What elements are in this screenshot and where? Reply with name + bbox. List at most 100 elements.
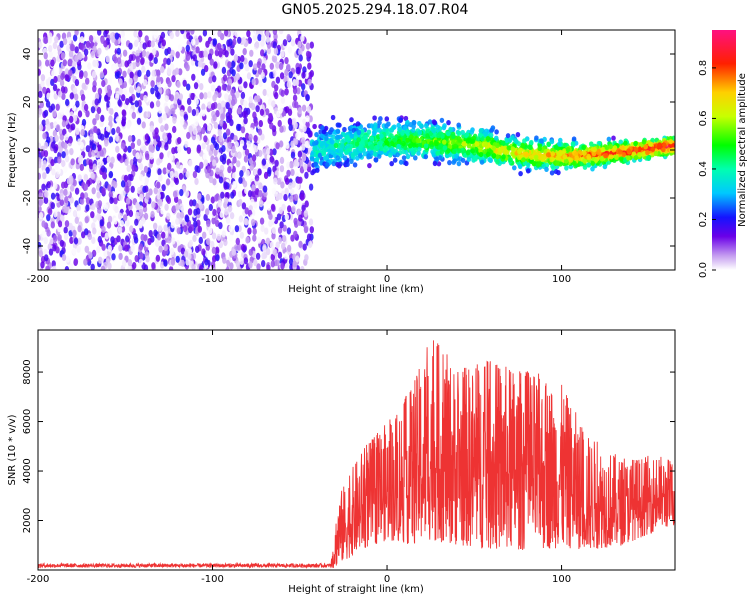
- heatmap-cell: [49, 121, 54, 130]
- heatmap-cell: [253, 145, 259, 153]
- heatmap-cell: [465, 138, 471, 144]
- heatmap-cell: [204, 250, 210, 258]
- heatmap-cell: [402, 125, 408, 131]
- heatmap-cell: [288, 123, 293, 132]
- heatmap-cell: [78, 71, 84, 80]
- heatmap-cell: [105, 55, 111, 63]
- heatmap-cell: [66, 44, 71, 52]
- heatmap-cell: [185, 258, 190, 266]
- heatmap-cell: [335, 128, 341, 134]
- heatmap-cell: [186, 147, 192, 155]
- heatmap-cell: [125, 185, 130, 193]
- heatmap-cell: [143, 94, 148, 103]
- heatmap-cell: [79, 43, 84, 51]
- heatmap-cell: [556, 170, 561, 176]
- heatmap-cell: [242, 180, 248, 188]
- heatmap-cell: [172, 116, 177, 124]
- heatmap-cell: [254, 174, 260, 182]
- heatmap-cell: [96, 144, 102, 152]
- heatmap-cell: [194, 177, 199, 186]
- heatmap-cell: [297, 208, 302, 216]
- heatmap-cell: [101, 79, 106, 88]
- heatmap-cell: [221, 83, 227, 91]
- heatmap-cell: [178, 93, 183, 101]
- heatmap-cell: [373, 157, 379, 163]
- heatmap-cell: [301, 152, 307, 160]
- x-tick-label: -200: [27, 274, 50, 285]
- y-tick-label: -20: [22, 190, 33, 206]
- heatmap-cell: [618, 139, 624, 145]
- heatmap-cell: [244, 64, 249, 72]
- heatmap-cell: [61, 160, 66, 168]
- heatmap-cell: [258, 200, 264, 208]
- heatmap-cell: [571, 136, 577, 142]
- heatmap-cell: [41, 183, 46, 191]
- heatmap-cell: [83, 70, 88, 78]
- heatmap-cell: [91, 187, 96, 195]
- heatmap-cell: [356, 129, 362, 136]
- heatmap-cell: [189, 199, 194, 207]
- heatmap-cell: [396, 122, 402, 128]
- heatmap-cell: [193, 208, 198, 216]
- heatmap-cell: [180, 259, 185, 267]
- heatmap-cell: [159, 261, 165, 269]
- heatmap-cell: [85, 145, 91, 153]
- heatmap-cell: [118, 212, 123, 220]
- heatmap-cell: [252, 63, 258, 71]
- heatmap-cell: [228, 234, 234, 242]
- heatmap-cell: [216, 233, 221, 241]
- heatmap-cell: [268, 212, 273, 220]
- heatmap-cell: [205, 40, 210, 48]
- heatmap-cell: [45, 265, 50, 270]
- heatmap-cell: [451, 133, 456, 139]
- heatmap-cell: [211, 246, 217, 254]
- heatmap-cell: [259, 217, 265, 225]
- heatmap-cell: [100, 114, 105, 122]
- heatmap-cell: [139, 193, 144, 201]
- heatmap-cell: [611, 135, 616, 141]
- heatmap-cell: [212, 38, 217, 46]
- heatmap-cell: [261, 63, 266, 71]
- heatmap-cell: [91, 236, 96, 244]
- heatmap-cell: [280, 181, 285, 189]
- heatmap-cell: [617, 149, 623, 155]
- heatmap-cell: [89, 128, 94, 136]
- heatmap-cell: [483, 141, 489, 147]
- heatmap-cell: [206, 187, 211, 195]
- heatmap-cell: [163, 224, 168, 232]
- heatmap-cell: [298, 48, 303, 56]
- heatmap-cell: [185, 215, 190, 223]
- heatmap-cell: [195, 134, 200, 142]
- heatmap-cell: [415, 137, 421, 143]
- heatmap-cell: [364, 139, 369, 145]
- heatmap-cell: [202, 153, 208, 161]
- heatmap-cell: [272, 55, 278, 63]
- heatmap-cell: [427, 119, 433, 125]
- heatmap-cell: [268, 219, 273, 228]
- heatmap-cell: [138, 243, 144, 251]
- heatmap-cell: [284, 88, 289, 96]
- heatmap-cell: [226, 83, 232, 91]
- heatmap-cell: [307, 62, 312, 70]
- heatmap-cell: [389, 161, 395, 167]
- heatmap-cell: [349, 117, 354, 123]
- heatmap-cell: [52, 49, 58, 58]
- heatmap-cell: [194, 97, 199, 106]
- heatmap-cell: [243, 100, 248, 108]
- heatmap-cell: [129, 225, 134, 233]
- heatmap-cell: [122, 70, 127, 78]
- heatmap-cell: [215, 167, 220, 175]
- heatmap-cell: [165, 88, 170, 96]
- heatmap-cell: [213, 121, 218, 129]
- heatmap-cell: [96, 191, 101, 199]
- heatmap-cell: [260, 224, 265, 233]
- heatmap-cell: [52, 42, 58, 50]
- heatmap-cell: [81, 118, 87, 127]
- heatmap-cell: [203, 135, 208, 143]
- heatmap-cell: [195, 46, 200, 54]
- heatmap-cell: [224, 93, 229, 101]
- heatmap-cell: [156, 69, 161, 77]
- heatmap-cell: [250, 198, 255, 206]
- heatmap-cell: [451, 159, 457, 165]
- heatmap-cell: [176, 80, 181, 89]
